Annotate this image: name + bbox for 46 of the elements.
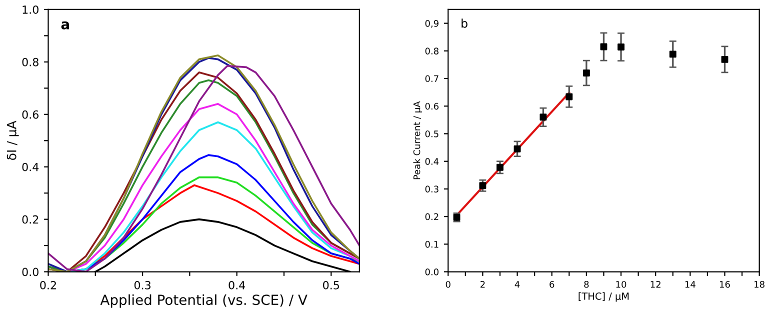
- x-tick-label: 12: [650, 280, 660, 288]
- x-tick-label: 0.4: [228, 280, 246, 290]
- y-tick-label: 0.2: [425, 213, 438, 220]
- x-tick-label: 14: [685, 281, 696, 288]
- point: [540, 114, 547, 121]
- point: [514, 145, 521, 152]
- x-tick-label: 18: [754, 280, 764, 288]
- point: [566, 93, 573, 100]
- y-tick-label: 0.0: [22, 268, 38, 276]
- x-tick-label: 4: [514, 281, 520, 288]
- point: [496, 164, 504, 171]
- y-tick-label: 0.6: [425, 102, 439, 110]
- y-tick-label: 0.4: [425, 158, 439, 165]
- y-axis-title: Peak Current / μA: [413, 101, 422, 180]
- text: b: [462, 18, 468, 28]
- y-tick-label: 0.3: [425, 186, 438, 192]
- x-tick-label: 0: [446, 280, 450, 288]
- y-tick-label: 0.8: [22, 58, 38, 66]
- y-tick-label: 0,9: [425, 20, 438, 28]
- text: a: [61, 21, 69, 30]
- x-axis-title: Applied Potential (vs. SCE) / V: [100, 294, 308, 308]
- y-tick-label: 1.0: [22, 5, 38, 14]
- x-tick-label: 10: [616, 280, 626, 288]
- x-tick-label: 0.5: [323, 280, 340, 290]
- y-tick-label: 0.1: [425, 240, 438, 248]
- y-tick-label: 0.0: [425, 268, 438, 276]
- point: [721, 56, 728, 63]
- y-tick-label: 0.2: [22, 215, 38, 224]
- y-tick-label: 0.8: [425, 48, 438, 54]
- y-tick-label: 0.6: [22, 110, 39, 119]
- y-tick-label: 0.7: [425, 75, 438, 82]
- point: [582, 70, 590, 76]
- x-tick-label: 6: [550, 280, 554, 288]
- x-tick-label: 0.2: [40, 280, 56, 290]
- point: [479, 182, 486, 190]
- x-tick-label: 2: [480, 280, 485, 288]
- x-axis-title: [THC] / μM: [578, 292, 629, 302]
- x-tick-label: 8: [584, 280, 589, 288]
- point: [618, 44, 624, 50]
- x-tick-label: 16: [720, 280, 730, 288]
- point: [600, 43, 608, 50]
- x-tick-label: 0.3: [134, 280, 150, 290]
- y-axis-title: δI / μA: [6, 120, 19, 160]
- point: [669, 50, 676, 58]
- y-tick-label: 0.4: [22, 162, 39, 172]
- y-tick-label: 0.5: [425, 130, 438, 138]
